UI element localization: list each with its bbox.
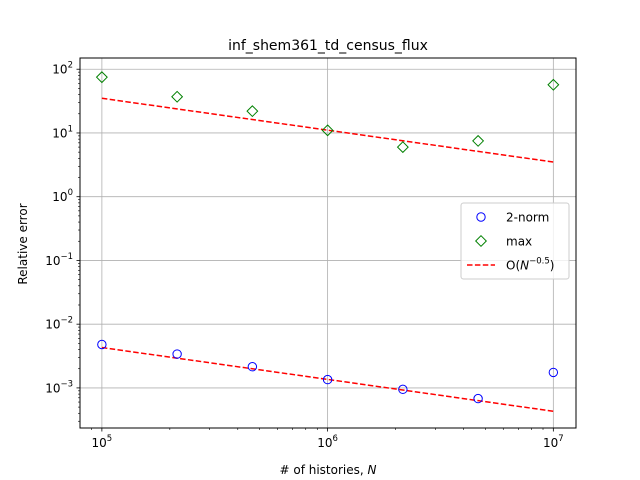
max-point-4 [396, 141, 409, 154]
chart-title: inf_shem361_td_census_flux [228, 38, 428, 54]
2-norm-point-4 [398, 384, 408, 395]
y-tick-label-2: 10−1 [45, 252, 73, 268]
y-tick-label-5: 102 [52, 61, 73, 77]
2-norm-point-5 [473, 393, 483, 404]
2-norm-point-6 [548, 367, 559, 378]
x-tick-label-0: 105 [92, 434, 113, 450]
max-point-2 [246, 105, 259, 118]
legend-label-0: 2-norm [506, 211, 549, 225]
max-point-5 [472, 134, 485, 147]
max-point-1 [171, 90, 184, 103]
series-max [95, 71, 560, 154]
x-axis-label-var: N [368, 463, 377, 477]
legend-label-1: max [506, 235, 532, 249]
x-axis-label: # of histories, N [279, 463, 376, 477]
axis-ticks: 105 106 107 10−3 10−2 10−1 100 101 102 [45, 61, 564, 450]
legend-handle-0 [476, 212, 486, 222]
x-tick-label-2: 107 [543, 434, 564, 450]
data-markers [95, 71, 560, 404]
x-axis-label-text: # of histories, [279, 463, 367, 477]
max-point-0 [95, 71, 108, 84]
2-norm-point-3 [322, 374, 333, 385]
legend: 2-norm max O(N−0.5) [460, 202, 570, 280]
2-norm-point-2 [247, 362, 258, 372]
reference-line-1 [101, 97, 554, 163]
max-point-3 [321, 124, 334, 137]
max-point-6 [547, 78, 560, 91]
y-tick-label-0: 10−3 [45, 379, 73, 395]
legend-box [460, 202, 570, 280]
x-tick-label-1: 106 [317, 434, 338, 450]
legend-handle-1 [474, 234, 488, 248]
2-norm-point-0 [97, 339, 107, 350]
legend-label-2: O(N−0.5) [506, 257, 554, 273]
series-2-norm [97, 339, 559, 404]
y-tick-label-4: 101 [52, 124, 73, 140]
y-tick-label-3: 100 [52, 188, 73, 204]
y-axis-label: Relative error [16, 203, 30, 284]
y-tick-label-1: 10−2 [45, 316, 73, 332]
2-norm-point-1 [172, 349, 182, 359]
